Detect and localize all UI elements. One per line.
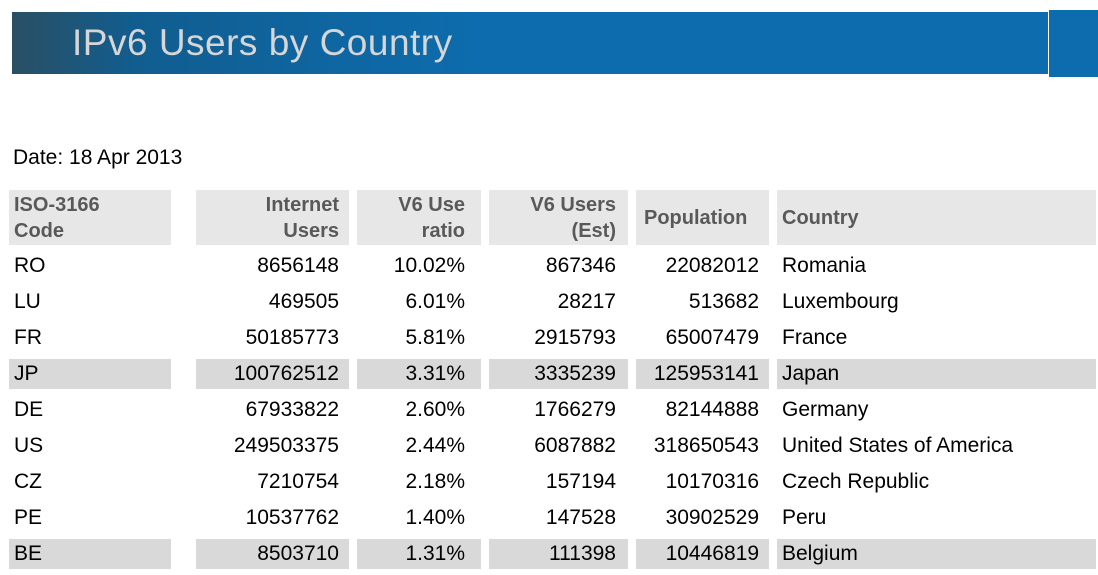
cell-v6-use-ratio: 2.18% <box>357 467 481 497</box>
cell-v6-users-est: 867346 <box>489 251 628 281</box>
column-spacer <box>179 190 188 245</box>
table-row: LU 469505 6.01% 28217 513682 Luxembourg <box>9 287 1096 317</box>
cell-population: 65007479 <box>636 323 769 353</box>
cell-v6-users-est: 111398 <box>489 539 628 569</box>
cell-spacer <box>179 287 188 317</box>
cell-v6-users-est: 147528 <box>489 503 628 533</box>
title-bar-end-cap <box>1049 10 1098 77</box>
cell-internet-users: 8656148 <box>196 251 349 281</box>
cell-population: 22082012 <box>636 251 769 281</box>
table-row: DE 67933822 2.60% 1766279 82144888 Germa… <box>9 395 1096 425</box>
cell-country: Romania <box>777 251 1096 281</box>
cell-spacer <box>179 503 188 533</box>
cell-v6-use-ratio: 1.40% <box>357 503 481 533</box>
cell-population: 82144888 <box>636 395 769 425</box>
cell-population: 513682 <box>636 287 769 317</box>
column-header-v6-users-est: V6 Users (Est) <box>489 190 628 245</box>
cell-iso-code: LU <box>9 287 171 317</box>
cell-spacer <box>179 395 188 425</box>
table-row: CZ 7210754 2.18% 157194 10170316 Czech R… <box>9 467 1096 497</box>
cell-country: Germany <box>777 395 1096 425</box>
cell-population: 30902529 <box>636 503 769 533</box>
cell-spacer <box>179 323 188 353</box>
cell-v6-users-est: 1766279 <box>489 395 628 425</box>
cell-iso-code: PE <box>9 503 171 533</box>
cell-v6-use-ratio: 2.44% <box>357 431 481 461</box>
cell-v6-users-est: 157194 <box>489 467 628 497</box>
column-header-population: Population <box>636 190 769 245</box>
cell-country: United States of America <box>777 431 1096 461</box>
cell-v6-use-ratio: 3.31% <box>357 359 481 389</box>
cell-spacer <box>179 431 188 461</box>
table-row: RO 8656148 10.02% 867346 22082012 Romani… <box>9 251 1096 281</box>
cell-population: 318650543 <box>636 431 769 461</box>
cell-country: France <box>777 323 1096 353</box>
cell-v6-use-ratio: 2.60% <box>357 395 481 425</box>
table-row: US 249503375 2.44% 6087882 318650543 Uni… <box>9 431 1096 461</box>
cell-v6-users-est: 28217 <box>489 287 628 317</box>
cell-population: 10446819 <box>636 539 769 569</box>
cell-internet-users: 50185773 <box>196 323 349 353</box>
cell-v6-users-est: 6087882 <box>489 431 628 461</box>
cell-iso-code: US <box>9 431 171 461</box>
cell-internet-users: 8503710 <box>196 539 349 569</box>
table-body: RO 8656148 10.02% 867346 22082012 Romani… <box>9 251 1096 569</box>
column-header-v6-use-ratio: V6 Use ratio <box>357 190 481 245</box>
table-header-row: ISO-3166 Code Internet Users V6 Use rati… <box>9 190 1096 245</box>
cell-iso-code: BE <box>9 539 171 569</box>
column-header-internet-users: Internet Users <box>196 190 349 245</box>
cell-internet-users: 7210754 <box>196 467 349 497</box>
page-title: IPv6 Users by Country <box>72 22 453 63</box>
cell-v6-use-ratio: 10.02% <box>357 251 481 281</box>
cell-population: 10170316 <box>636 467 769 497</box>
cell-internet-users: 10537762 <box>196 503 349 533</box>
cell-v6-use-ratio: 5.81% <box>357 323 481 353</box>
cell-country: Belgium <box>777 539 1096 569</box>
table-row: BE 8503710 1.31% 111398 10446819 Belgium <box>9 539 1096 569</box>
cell-spacer <box>179 359 188 389</box>
cell-v6-users-est: 3335239 <box>489 359 628 389</box>
cell-spacer <box>179 467 188 497</box>
title-bar: IPv6 Users by Country <box>12 12 1048 74</box>
cell-iso-code: JP <box>9 359 171 389</box>
cell-v6-users-est: 2915793 <box>489 323 628 353</box>
table-row: PE 10537762 1.40% 147528 30902529 Peru <box>9 503 1096 533</box>
cell-internet-users: 67933822 <box>196 395 349 425</box>
cell-v6-use-ratio: 6.01% <box>357 287 481 317</box>
cell-v6-use-ratio: 1.31% <box>357 539 481 569</box>
cell-internet-users: 469505 <box>196 287 349 317</box>
cell-internet-users: 100762512 <box>196 359 349 389</box>
column-header-country: Country <box>777 190 1096 245</box>
cell-iso-code: DE <box>9 395 171 425</box>
cell-spacer <box>179 251 188 281</box>
table-row: JP 100762512 3.31% 3335239 125953141 Jap… <box>9 359 1096 389</box>
cell-country: Czech Republic <box>777 467 1096 497</box>
cell-country: Japan <box>777 359 1096 389</box>
cell-iso-code: RO <box>9 251 171 281</box>
cell-country: Luxembourg <box>777 287 1096 317</box>
cell-spacer <box>179 539 188 569</box>
cell-internet-users: 249503375 <box>196 431 349 461</box>
date-label: Date: 18 Apr 2013 <box>13 146 183 169</box>
cell-country: Peru <box>777 503 1096 533</box>
ipv6-users-table: ISO-3166 Code Internet Users V6 Use rati… <box>1 184 1098 575</box>
cell-iso-code: FR <box>9 323 171 353</box>
table-row: FR 50185773 5.81% 2915793 65007479 Franc… <box>9 323 1096 353</box>
cell-iso-code: CZ <box>9 467 171 497</box>
column-header-iso-code: ISO-3166 Code <box>9 190 171 245</box>
cell-population: 125953141 <box>636 359 769 389</box>
